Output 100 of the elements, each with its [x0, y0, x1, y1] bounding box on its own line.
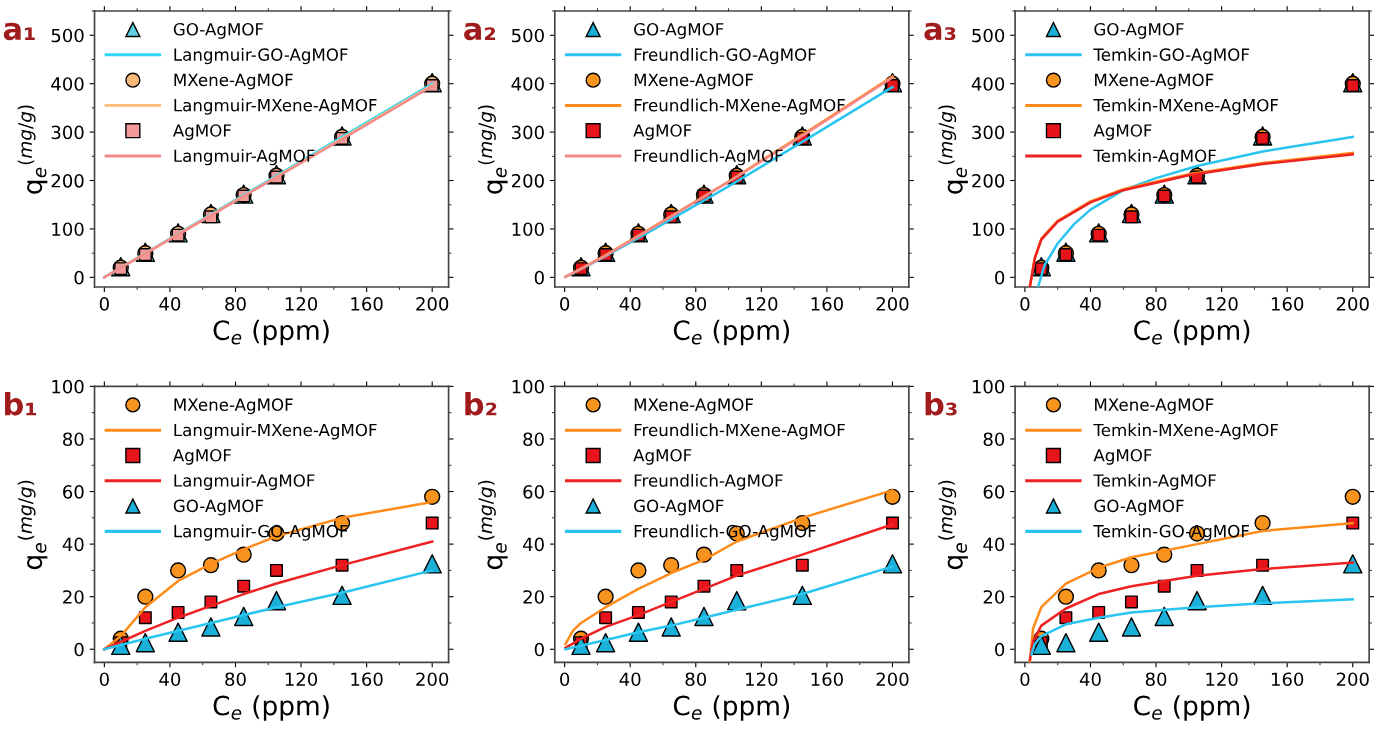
legend-label: AgMOF: [172, 124, 231, 141]
y-tick-label: 0: [995, 270, 1005, 285]
x-tick-label: 200: [1336, 672, 1369, 687]
y-tick-label: 80: [983, 432, 1005, 447]
y-tick-label: 0: [534, 270, 544, 285]
legend-label: MXene-AgMOF: [634, 398, 753, 415]
y-axis-title: q$_{e}$$^{(mg/g)}$: [938, 480, 968, 570]
legend-label: Temkin-AgMOF: [1093, 149, 1216, 166]
y-tick-label: 100: [512, 379, 544, 394]
x-tick-label: 160: [1271, 297, 1304, 311]
x-tick-label: 120: [1206, 297, 1238, 311]
legend-label: MXene-AgMOF: [634, 73, 753, 90]
legend-label: Langmuir-GO-AgMOF: [174, 48, 348, 65]
x-tick-label: 40: [619, 672, 641, 687]
x-axis-title: C$_{e}$ (ppm): [1134, 695, 1250, 721]
x-tick-label: 40: [159, 672, 181, 687]
legend-label: MXene-AgMOF: [174, 73, 293, 90]
y-tick-label: 20: [63, 590, 84, 604]
y-tick-label: 400: [511, 77, 544, 91]
x-axis-title: C$_{e}$ (ppm): [673, 695, 790, 721]
y-tick-label: 100: [52, 379, 84, 394]
y-tick-label: 200: [972, 173, 1005, 188]
y-tick-label: 80: [63, 432, 84, 447]
chart-title: b₃: [925, 391, 957, 416]
y-tick-label: 300: [511, 125, 544, 140]
legend-label: AgMOF: [172, 448, 231, 465]
chart-title: a₃: [924, 22, 956, 41]
y-tick-label: 500: [512, 28, 544, 43]
legend-label: GO-AgMOF: [634, 499, 724, 516]
x-tick-label: 200: [1336, 297, 1369, 311]
x-tick-label: 160: [811, 297, 843, 311]
legend-label: GO-AgMOF: [1094, 23, 1184, 39]
legend-label: AgMOF: [1093, 124, 1152, 141]
x-tick-label: 0: [560, 297, 570, 311]
y-tick-label: 0: [74, 642, 84, 657]
x-tick-label: 120: [746, 672, 778, 687]
y-tick-label: 400: [51, 77, 84, 91]
x-tick-label: 200: [876, 672, 909, 687]
x-tick-label: 160: [351, 297, 383, 311]
y-tick-label: 60: [63, 485, 84, 499]
y-tick-label: 60: [523, 485, 544, 499]
x-tick-label: 40: [159, 297, 181, 311]
legend-label: Temkin-GO-AgMOF: [1093, 48, 1249, 65]
y-tick-label: 40: [522, 537, 544, 552]
x-tick-label: 200: [416, 672, 449, 687]
x-tick-label: 80: [225, 672, 246, 687]
x-tick-label: 120: [285, 672, 318, 687]
chart-title: a₂: [464, 22, 496, 41]
legend-label: Langmuir-MXene-AgMOF: [174, 423, 377, 440]
y-axis-title: q$_{e}$$^{(mg/g)}$: [938, 105, 968, 194]
x-tick-label: 120: [1206, 672, 1238, 687]
legend-label: GO-AgMOF: [173, 23, 264, 39]
x-tick-label: 40: [1079, 297, 1101, 311]
x-tick-label: 40: [619, 297, 641, 311]
x-tick-label: 0: [1020, 297, 1030, 311]
legend-label: GO-AgMOF: [1094, 499, 1184, 516]
legend-label: Langmuir-AgMOF: [174, 473, 315, 491]
x-tick-label: 0: [560, 672, 570, 687]
y-tick-label: 200: [511, 173, 544, 188]
y-tick-label: 80: [523, 432, 544, 447]
x-tick-label: 0: [1020, 672, 1030, 687]
x-axis-title: C$_{e}$ (ppm): [213, 695, 329, 721]
x-tick-label: 200: [876, 297, 909, 311]
y-tick-label: 0: [995, 642, 1005, 657]
x-tick-label: 120: [285, 297, 318, 311]
x-tick-label: 80: [685, 672, 707, 687]
x-tick-label: 80: [225, 297, 246, 311]
x-axis-title: C$_{e}$ (ppm): [213, 319, 329, 346]
legend-label: AgMOF: [633, 448, 692, 465]
y-tick-label: 300: [972, 125, 1005, 140]
y-tick-label: 0: [534, 642, 544, 657]
legend-label: Temkin-AgMOF: [1093, 473, 1216, 491]
x-tick-label: 160: [811, 672, 843, 687]
legend-label: MXene-AgMOF: [174, 398, 293, 415]
legend-label: Freundlich-MXene-AgMOF: [634, 98, 845, 115]
y-tick-label: 60: [983, 485, 1005, 499]
x-tick-label: 200: [416, 297, 449, 311]
legend-label: Temkin-MXene-AgMOF: [1093, 98, 1278, 115]
x-tick-label: 0: [99, 297, 109, 311]
y-tick-label: 40: [62, 537, 84, 552]
x-tick-label: 80: [1145, 297, 1167, 311]
x-tick-label: 0: [99, 672, 109, 687]
y-tick-label: 200: [51, 173, 84, 188]
x-tick-label: 80: [685, 297, 707, 311]
x-tick-label: 160: [351, 672, 383, 687]
x-tick-label: 160: [1271, 672, 1304, 687]
y-axis-title: q$_{e}$$^{(mg/g)}$: [478, 105, 508, 194]
y-axis-title: q$_{e}$$^{(mg/g)}$: [478, 480, 508, 570]
chart-title: b₂: [465, 391, 497, 416]
y-tick-label: 20: [983, 590, 1005, 604]
legend-label: GO-AgMOF: [634, 23, 724, 39]
y-tick-label: 100: [972, 379, 1005, 394]
legend-label: AgMOF: [633, 124, 692, 141]
y-tick-label: 40: [983, 537, 1005, 552]
y-tick-label: 100: [972, 222, 1005, 237]
legend-label: Freundlich-GO-AgMOF: [634, 48, 816, 65]
x-axis-title: C$_{e}$ (ppm): [673, 319, 790, 346]
legend-label: AgMOF: [1093, 448, 1152, 465]
y-tick-label: 0: [74, 270, 84, 285]
x-tick-label: 80: [1145, 672, 1167, 687]
